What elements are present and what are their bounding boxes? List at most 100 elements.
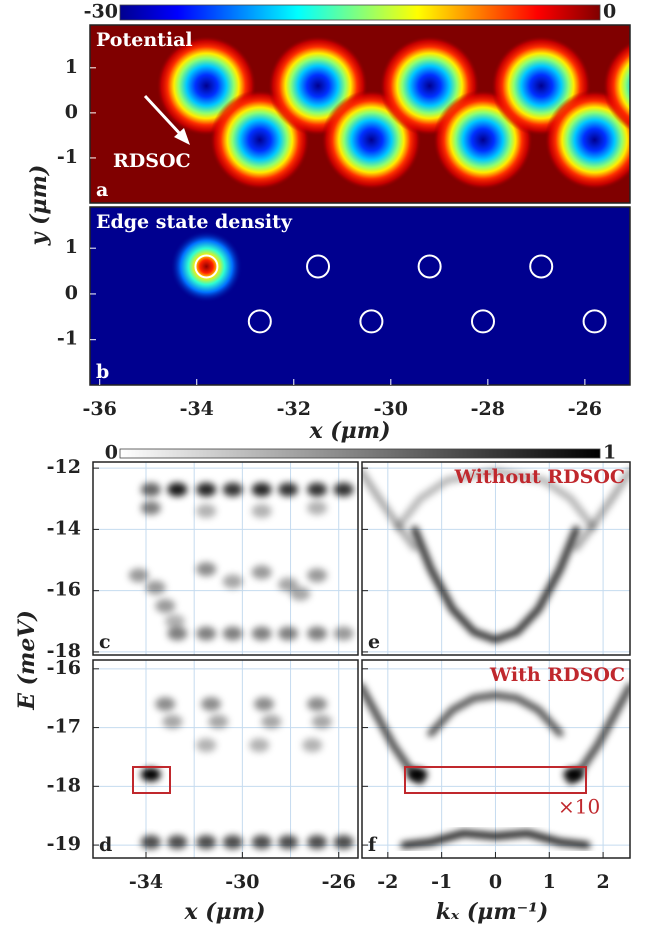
potential-well bbox=[602, 41, 630, 131]
spectral-peak bbox=[333, 482, 354, 497]
panel-label: d bbox=[99, 834, 112, 856]
band-curve bbox=[362, 467, 419, 552]
x-tick-label: -32 bbox=[277, 398, 311, 420]
arrow-head bbox=[174, 128, 190, 145]
spectral-peak bbox=[251, 626, 272, 641]
panel-frame bbox=[89, 24, 631, 204]
x-tick-label: 1 bbox=[543, 871, 556, 893]
panel-frame bbox=[92, 461, 359, 656]
panel-background bbox=[93, 660, 358, 858]
x-tick-label: 0 bbox=[489, 871, 502, 893]
panel-label: b bbox=[96, 361, 109, 383]
y-axis-label: y (μm) bbox=[26, 165, 52, 247]
annotation: RDSOC bbox=[113, 150, 191, 172]
spectral-peak bbox=[196, 835, 217, 850]
x-tick-label: -26 bbox=[322, 871, 356, 893]
panel bbox=[90, 25, 630, 203]
panel-title: Potential bbox=[96, 29, 193, 51]
panel-title: Edge state density bbox=[96, 211, 293, 233]
panel bbox=[362, 660, 630, 858]
panel-frame bbox=[361, 461, 631, 656]
y-tick-label: -16 bbox=[47, 579, 81, 601]
x-tick-label: -30 bbox=[374, 398, 408, 420]
y-tick-label: 0 bbox=[65, 101, 78, 123]
x-tick-label: -34 bbox=[180, 398, 214, 420]
annotation-arrow bbox=[143, 94, 184, 138]
x-axis-label: x (μm) bbox=[309, 418, 391, 444]
spectral-peak bbox=[222, 835, 243, 850]
spectral-peak bbox=[254, 697, 275, 712]
highlight-box bbox=[404, 766, 587, 794]
spectral-peak bbox=[145, 580, 166, 595]
y-tick-label: -17 bbox=[47, 716, 81, 738]
y-tick-label: 1 bbox=[65, 56, 78, 78]
panel-label: a bbox=[96, 179, 108, 201]
well-outline bbox=[582, 309, 607, 334]
well-outline bbox=[470, 309, 495, 334]
potential-well bbox=[544, 89, 630, 190]
spectral-peak bbox=[251, 504, 272, 519]
panel-label: f bbox=[368, 834, 378, 856]
x-tick-label: -1 bbox=[431, 871, 452, 893]
y-tick-label: -14 bbox=[47, 517, 81, 539]
well-outline bbox=[194, 254, 219, 279]
spectral-peak bbox=[302, 738, 323, 753]
colorbar-label: 0 bbox=[603, 1, 616, 23]
spectral-peak bbox=[333, 626, 354, 641]
y-tick-label: -19 bbox=[47, 833, 81, 855]
annotation: ×10 bbox=[558, 795, 600, 819]
y-tick-label: -1 bbox=[57, 328, 78, 350]
panel-title: With RDSOC bbox=[489, 664, 625, 686]
panel-frame bbox=[361, 659, 631, 859]
spectral-peak bbox=[307, 482, 328, 497]
spectral-peak bbox=[333, 835, 354, 850]
x-tick-label: 2 bbox=[596, 871, 609, 893]
well-outline bbox=[359, 309, 384, 334]
highlight-box bbox=[132, 766, 171, 794]
spectral-peak bbox=[155, 598, 176, 613]
well-outline bbox=[247, 309, 272, 334]
spectral-peak bbox=[167, 482, 188, 497]
spectral-peak bbox=[140, 835, 161, 850]
spectral-peak bbox=[251, 482, 272, 497]
spectral-peak bbox=[222, 626, 243, 641]
y-tick-label: -18 bbox=[47, 774, 81, 796]
spectral-peak bbox=[196, 482, 217, 497]
colorbar-label: 0 bbox=[105, 442, 118, 464]
spectral-peak bbox=[311, 714, 332, 729]
spectral-peak bbox=[208, 714, 229, 729]
panel-background bbox=[362, 462, 630, 655]
spectral-peak bbox=[128, 568, 149, 583]
y-tick-label: -1 bbox=[57, 146, 78, 168]
spectral-peak bbox=[162, 714, 183, 729]
spectral-peak bbox=[164, 614, 185, 629]
spectral-peak bbox=[307, 568, 328, 583]
density-peak bbox=[170, 230, 243, 303]
well-outline bbox=[529, 254, 554, 279]
spectral-peak bbox=[196, 626, 217, 641]
spectral-peak bbox=[407, 767, 428, 782]
well-outline bbox=[306, 254, 331, 279]
y-tick-label: -18 bbox=[47, 640, 81, 662]
x-tick-label: -2 bbox=[377, 871, 398, 893]
panel bbox=[90, 207, 630, 385]
spectral-peak bbox=[222, 482, 243, 497]
x-axis-label: kₓ (μm⁻¹) bbox=[436, 899, 549, 925]
spectral-peak bbox=[140, 767, 161, 782]
panel-frame bbox=[89, 206, 631, 386]
panel-title: Without RDSOC bbox=[454, 466, 625, 488]
spectral-peak bbox=[307, 500, 328, 515]
spectral-peak bbox=[167, 626, 188, 641]
colorbar bbox=[119, 4, 601, 21]
well-outline bbox=[417, 254, 442, 279]
spectral-peak bbox=[307, 626, 328, 641]
y-tick-label: 0 bbox=[65, 282, 78, 304]
spectral-peak bbox=[167, 835, 188, 850]
panel bbox=[362, 462, 630, 655]
band-curve bbox=[427, 691, 564, 737]
colorbar-label: 1 bbox=[603, 442, 616, 464]
spectral-peak bbox=[201, 697, 222, 712]
colorbar bbox=[119, 448, 601, 459]
spectral-peak bbox=[196, 738, 217, 753]
